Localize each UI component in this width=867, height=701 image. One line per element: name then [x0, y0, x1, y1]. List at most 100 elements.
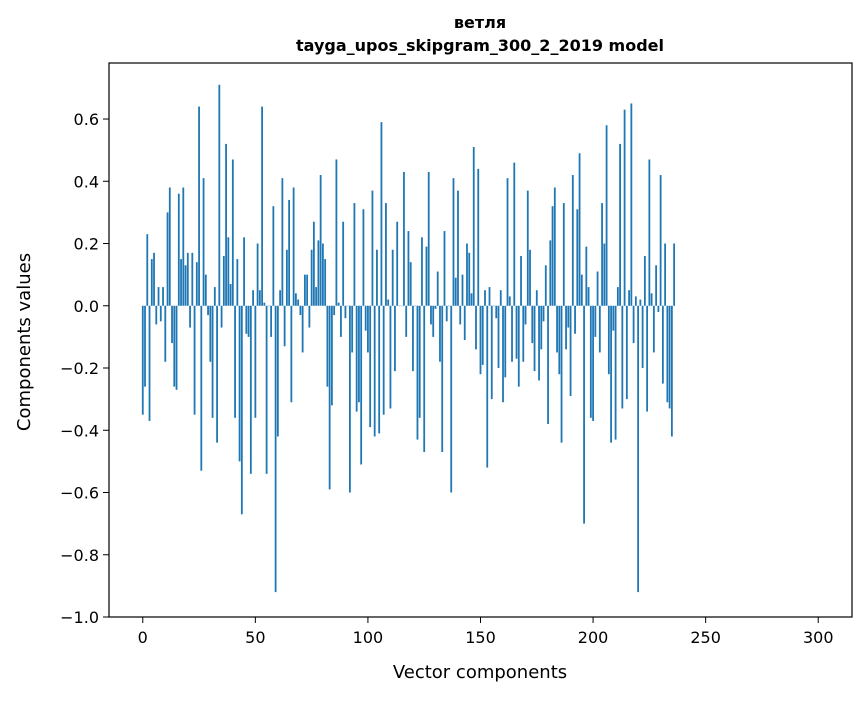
bar-18 — [182, 187, 184, 305]
bar-94 — [354, 203, 356, 306]
bar-117 — [405, 306, 407, 337]
bar-69 — [297, 300, 299, 306]
bar-235 — [671, 306, 673, 437]
bar-85 — [333, 306, 335, 315]
bar-209 — [612, 306, 614, 331]
bar-26 — [200, 306, 202, 471]
bar-182 — [552, 206, 554, 306]
bar-77 — [315, 287, 317, 306]
bar-123 — [419, 306, 421, 418]
y-tick-label-3: −0.4 — [60, 421, 99, 440]
bar-198 — [588, 287, 590, 306]
bar-224 — [646, 306, 648, 412]
bar-37 — [225, 144, 227, 306]
bar-197 — [585, 247, 587, 306]
bar-42 — [236, 259, 238, 306]
bar-214 — [624, 110, 626, 306]
bar-169 — [522, 306, 524, 362]
bar-201 — [594, 306, 596, 337]
bar-213 — [621, 306, 623, 409]
bar-41 — [234, 306, 236, 418]
bar-23 — [194, 306, 196, 415]
bar-230 — [660, 175, 662, 306]
bar-63 — [284, 306, 286, 346]
bar-17 — [180, 259, 182, 306]
bar-97 — [360, 306, 362, 465]
bar-81 — [324, 259, 326, 306]
bar-210 — [615, 306, 617, 440]
bar-25 — [198, 107, 200, 306]
bar-96 — [358, 306, 360, 402]
bar-159 — [500, 290, 502, 306]
bar-43 — [239, 306, 241, 462]
bar-199 — [590, 306, 592, 418]
bar-74 — [308, 306, 310, 328]
bar-120 — [412, 306, 414, 371]
bar-79 — [320, 175, 322, 306]
bar-164 — [511, 306, 513, 362]
bar-149 — [477, 169, 479, 306]
bar-0 — [142, 306, 144, 415]
bar-178 — [543, 306, 545, 322]
bar-204 — [601, 203, 603, 306]
bar-90 — [345, 306, 347, 318]
bar-84 — [331, 306, 333, 406]
y-tick-label-2: −0.6 — [60, 484, 99, 503]
bar-170 — [525, 306, 527, 325]
bar-73 — [306, 275, 308, 306]
bar-184 — [556, 306, 558, 353]
bar-141 — [459, 306, 461, 325]
bar-131 — [437, 272, 439, 306]
bar-20 — [187, 253, 189, 306]
bar-38 — [227, 237, 229, 305]
bar-59 — [275, 306, 277, 592]
bar-101 — [369, 306, 371, 427]
bar-225 — [648, 159, 650, 305]
bar-51 — [257, 244, 259, 306]
bar-129 — [432, 306, 434, 337]
bar-167 — [518, 306, 520, 387]
x-tick-label-5: 250 — [690, 628, 721, 647]
bar-45 — [243, 237, 245, 305]
bar-135 — [446, 306, 448, 322]
bar-83 — [329, 306, 331, 490]
bar-105 — [378, 306, 380, 434]
bar-200 — [592, 306, 594, 421]
bar-157 — [495, 306, 497, 318]
bar-191 — [572, 175, 574, 306]
bar-130 — [435, 306, 437, 309]
bar-146 — [471, 293, 473, 305]
bar-102 — [372, 191, 374, 306]
bar-177 — [540, 306, 542, 350]
bar-163 — [509, 296, 511, 305]
bar-14 — [173, 306, 175, 387]
x-axis-label: Vector components — [393, 662, 567, 683]
bar-107 — [383, 306, 385, 415]
bar-113 — [396, 222, 398, 306]
y-tick-label-6: 0.2 — [74, 235, 99, 254]
bar-82 — [327, 306, 329, 387]
bar-154 — [489, 287, 491, 306]
bar-44 — [241, 306, 243, 515]
bar-166 — [516, 306, 518, 359]
bar-22 — [191, 253, 193, 306]
bar-12 — [169, 187, 171, 305]
chart-title: ветля — [454, 13, 506, 32]
x-tick-label-0: 0 — [138, 628, 148, 647]
bar-216 — [628, 290, 630, 306]
bar-64 — [286, 250, 288, 306]
bar-229 — [657, 306, 659, 312]
bar-86 — [336, 159, 338, 305]
bar-13 — [171, 306, 173, 343]
bar-111 — [392, 250, 394, 306]
y-tick-label-5: 0.0 — [74, 297, 99, 316]
bar-193 — [576, 209, 578, 305]
bar-137 — [450, 306, 452, 493]
bar-150 — [480, 306, 482, 374]
bar-80 — [322, 244, 324, 306]
bar-134 — [444, 231, 446, 306]
bar-175 — [536, 290, 538, 306]
bar-100 — [367, 306, 369, 353]
bar-11 — [167, 212, 169, 305]
